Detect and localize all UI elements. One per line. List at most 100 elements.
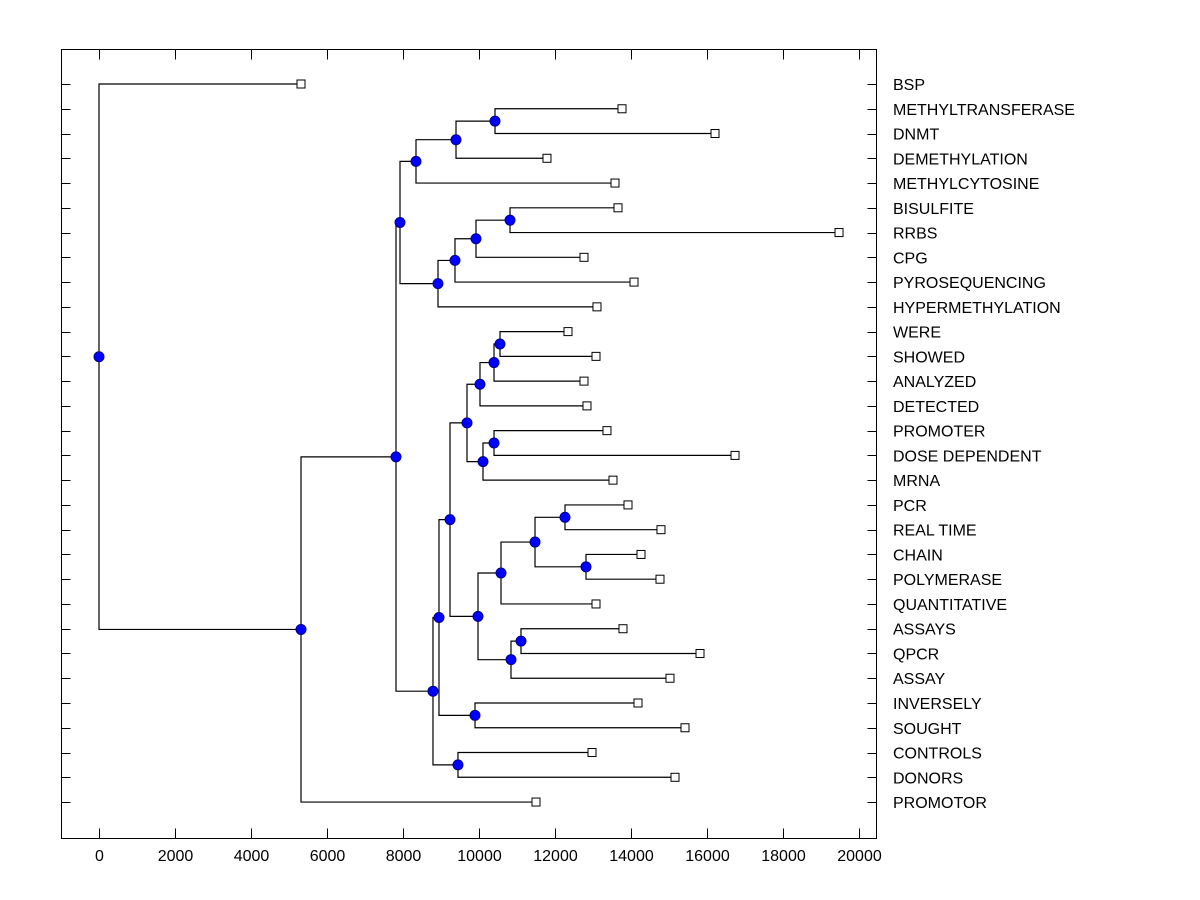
branches <box>98 83 840 803</box>
branch <box>564 504 628 518</box>
branch <box>300 629 536 803</box>
leaf-label: CONTROLS <box>893 746 982 763</box>
leaf-marker <box>579 252 589 262</box>
leaf-label: DETECTED <box>893 399 979 416</box>
branch <box>510 659 670 679</box>
cluster-node <box>488 437 500 449</box>
x-tick-label: 8000 <box>386 848 422 865</box>
leaf-label: RRBS <box>893 226 937 243</box>
branch <box>500 573 597 605</box>
cluster-node <box>449 254 461 266</box>
leaf-marker <box>617 104 627 114</box>
cluster-node <box>489 115 501 127</box>
plot-frame <box>61 49 877 839</box>
branch <box>474 715 685 729</box>
branch <box>493 362 584 382</box>
branch <box>585 553 641 567</box>
branch <box>457 751 593 765</box>
x-tick-label: 18000 <box>761 848 806 865</box>
leaf-marker <box>633 698 643 708</box>
branch <box>449 519 479 617</box>
cluster-node <box>580 561 592 573</box>
cluster-node <box>469 709 481 721</box>
leaf-label: PROMOTER <box>893 424 985 441</box>
leaf-marker <box>656 525 666 535</box>
cluster-node <box>93 351 105 363</box>
leaf-marker <box>680 723 690 733</box>
leaf-marker <box>670 772 680 782</box>
leaf-marker <box>531 797 541 807</box>
leaf-marker <box>623 500 633 510</box>
x-tick-label: 4000 <box>234 848 270 865</box>
leaf-label: BSP <box>893 77 925 94</box>
branch <box>500 541 536 574</box>
branch <box>399 160 416 223</box>
branch <box>477 572 502 617</box>
leaf-label: MRNA <box>893 473 940 490</box>
leaf-label: METHYLTRANSFERASE <box>893 102 1075 119</box>
branch <box>437 259 455 284</box>
branch <box>585 566 660 580</box>
cluster-node <box>470 233 482 245</box>
leaf-marker <box>296 79 306 89</box>
branch <box>454 260 635 283</box>
branch <box>399 222 438 285</box>
leaf-marker <box>587 748 597 758</box>
branch <box>466 422 483 463</box>
branch <box>455 120 495 140</box>
leaf-label: PYROSEQUENCING <box>893 275 1046 292</box>
cluster-node <box>432 278 444 290</box>
x-tick-label: 12000 <box>533 848 578 865</box>
cluster-node <box>477 456 489 468</box>
cluster-node <box>495 567 507 579</box>
branch <box>432 691 458 766</box>
leaf-marker <box>629 277 639 287</box>
branch <box>493 443 736 456</box>
cluster-node <box>505 654 517 666</box>
cluster-node <box>559 511 571 523</box>
cluster-node <box>472 610 484 622</box>
cluster-node <box>452 759 464 771</box>
branch <box>437 283 597 308</box>
x-tick-label: 16000 <box>685 848 730 865</box>
cluster-node <box>474 378 486 390</box>
branch <box>509 207 619 221</box>
x-tick-label: 14000 <box>609 848 654 865</box>
cluster-node <box>494 338 506 350</box>
branch <box>493 430 607 444</box>
branch <box>432 616 439 692</box>
leaf-label: DNMT <box>893 127 939 144</box>
leaf-label: CPG <box>893 250 928 267</box>
leaf-label: DOSE DEPENDENT <box>893 448 1042 465</box>
leaf-marker <box>579 376 589 386</box>
branch <box>499 343 597 357</box>
cluster-node <box>529 536 541 548</box>
branch <box>520 628 623 642</box>
branch <box>98 356 302 631</box>
leaf-marker <box>563 327 573 337</box>
leaf-marker <box>710 129 720 139</box>
branch <box>415 139 457 162</box>
cluster-node <box>427 685 439 697</box>
branch <box>534 542 587 568</box>
branch <box>449 422 467 520</box>
leaf-label: BISULFITE <box>893 201 974 218</box>
leaf-label: INVERSELY <box>893 696 982 713</box>
leaf-marker <box>730 450 740 460</box>
leaf-marker <box>608 475 618 485</box>
branch <box>475 219 511 239</box>
branch <box>499 331 568 344</box>
cluster-node <box>515 635 527 647</box>
branch <box>494 108 622 122</box>
leaf-label: SHOWED <box>893 349 965 366</box>
x-tick-label: 20000 <box>837 848 882 865</box>
leaf-marker <box>834 228 844 238</box>
cluster-node <box>504 214 516 226</box>
branch <box>482 461 613 481</box>
x-tick-label: 0 <box>95 848 104 865</box>
branch <box>520 641 701 655</box>
branch <box>475 238 584 258</box>
cluster-node <box>295 623 307 635</box>
branch <box>457 764 676 778</box>
